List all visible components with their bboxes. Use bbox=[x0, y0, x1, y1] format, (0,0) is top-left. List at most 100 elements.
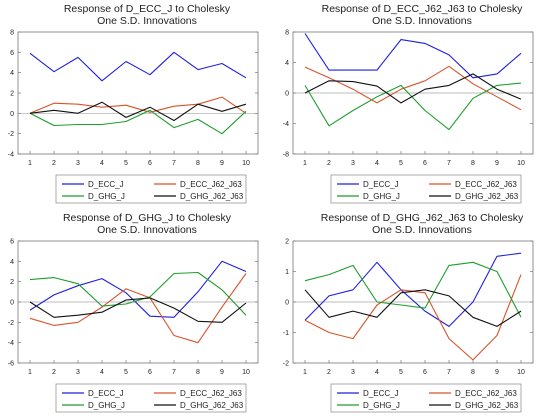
chart-panel-d-ecc-j62-j63: Response of D_ECC_J62_J63 to Cholesky On… bbox=[275, 0, 550, 209]
x-tick-label: 4 bbox=[375, 160, 379, 167]
y-tick-label: -4 bbox=[8, 152, 14, 159]
y-tick-label: 4 bbox=[285, 60, 289, 67]
y-tick-label: -6 bbox=[8, 361, 14, 368]
x-tick-label: 5 bbox=[399, 369, 403, 376]
series-line bbox=[29, 297, 247, 323]
x-tick-label: 4 bbox=[375, 369, 379, 376]
x-tick-label: 10 bbox=[242, 160, 250, 167]
legend-label: D_ECC_J bbox=[88, 180, 124, 189]
legend-label: D_ECC_J bbox=[363, 180, 399, 189]
x-tick-label: 7 bbox=[172, 160, 176, 167]
legend-label: D_GHG_J62_J63 bbox=[455, 192, 519, 201]
y-tick-label: 0 bbox=[285, 300, 289, 307]
x-tick-label: 6 bbox=[148, 369, 152, 376]
legend-box bbox=[55, 174, 247, 204]
legend-label: D_ECC_J62_J63 bbox=[455, 180, 517, 189]
line-chart: Response of D_ECC_J to Cholesky One S.D.… bbox=[8, 3, 259, 204]
series-line bbox=[29, 109, 247, 135]
y-tick-label: 8 bbox=[10, 30, 14, 37]
y-tick-label: -4 bbox=[8, 340, 14, 347]
chart-title: Response of D_GHG_J to Cholesky bbox=[63, 212, 232, 224]
x-tick-label: 1 bbox=[28, 369, 32, 376]
chart-panel-d-ecc-j: Response of D_ECC_J to Cholesky One S.D.… bbox=[0, 0, 275, 209]
x-tick-label: 4 bbox=[100, 160, 104, 167]
y-tick-label: 2 bbox=[285, 239, 289, 246]
legend-box bbox=[330, 174, 522, 204]
series-line bbox=[304, 33, 522, 79]
legend-label: D_GHG_J62_J63 bbox=[455, 401, 519, 410]
y-tick-label: 2 bbox=[10, 91, 14, 98]
x-tick-label: 8 bbox=[196, 160, 200, 167]
x-tick-label: 2 bbox=[52, 160, 56, 167]
x-tick-label: 9 bbox=[495, 160, 499, 167]
x-tick-label: 9 bbox=[220, 160, 224, 167]
x-tick-label: 1 bbox=[303, 160, 307, 167]
legend-label: D_GHG_J bbox=[88, 192, 125, 201]
x-tick-label: 8 bbox=[196, 369, 200, 376]
legend-box bbox=[55, 383, 247, 413]
x-tick-label: 3 bbox=[351, 369, 355, 376]
plot-frame bbox=[17, 31, 259, 155]
x-tick-label: 6 bbox=[148, 160, 152, 167]
series-line bbox=[304, 289, 522, 327]
y-tick-label: -2 bbox=[8, 131, 14, 138]
y-tick-label: 4 bbox=[10, 259, 14, 266]
chart-title: Response of D_GHG_J62_J63 to Cholesky bbox=[321, 212, 524, 224]
y-tick-label: 6 bbox=[10, 239, 14, 246]
x-tick-label: 7 bbox=[447, 160, 451, 167]
y-tick-label: 1 bbox=[285, 269, 289, 276]
series-line bbox=[29, 101, 247, 122]
legend-label: D_GHG_J bbox=[363, 192, 400, 201]
y-tick-label: 0 bbox=[10, 111, 14, 118]
chart-subtitle: One S.D. Innovations bbox=[97, 224, 197, 236]
series-line bbox=[29, 260, 247, 318]
y-tick-label: -1 bbox=[283, 330, 289, 337]
series-line bbox=[29, 51, 247, 82]
series-line bbox=[304, 82, 522, 131]
y-tick-label: 2 bbox=[10, 279, 14, 286]
y-tick-label: -2 bbox=[8, 320, 14, 327]
x-tick-label: 5 bbox=[124, 160, 128, 167]
series-line bbox=[304, 274, 522, 361]
y-tick-label: 0 bbox=[285, 91, 289, 98]
legend-label: D_ECC_J bbox=[363, 389, 399, 398]
series-line bbox=[29, 96, 247, 114]
legend-label: D_GHG_J62_J63 bbox=[180, 192, 244, 201]
x-tick-label: 8 bbox=[471, 369, 475, 376]
legend-label: D_GHG_J bbox=[363, 401, 400, 410]
series-line bbox=[29, 273, 247, 344]
chart-subtitle: One S.D. Innovations bbox=[372, 224, 472, 236]
series-line bbox=[304, 73, 522, 104]
y-tick-label: -4 bbox=[283, 121, 289, 128]
x-tick-label: 9 bbox=[220, 369, 224, 376]
x-tick-label: 7 bbox=[447, 369, 451, 376]
x-tick-label: 2 bbox=[327, 369, 331, 376]
x-tick-label: 10 bbox=[517, 160, 525, 167]
legend-label: D_GHG_J62_J63 bbox=[180, 401, 244, 410]
line-chart: Response of D_GHG_J62_J63 to Cholesky On… bbox=[283, 212, 534, 413]
line-chart: Response of D_ECC_J62_J63 to Cholesky On… bbox=[283, 3, 534, 204]
legend-label: D_ECC_J bbox=[88, 389, 124, 398]
y-tick-label: 6 bbox=[10, 50, 14, 57]
chart-title: Response of D_ECC_J62_J63 to Cholesky bbox=[322, 3, 524, 15]
y-tick-label: -8 bbox=[283, 152, 289, 159]
line-chart: Response of D_GHG_J to Cholesky One S.D.… bbox=[8, 212, 259, 413]
legend-label: D_ECC_J62_J63 bbox=[180, 180, 242, 189]
x-tick-label: 6 bbox=[423, 160, 427, 167]
x-tick-label: 2 bbox=[327, 160, 331, 167]
chart-subtitle: One S.D. Innovations bbox=[372, 15, 472, 27]
legend-label: D_GHG_J bbox=[88, 401, 125, 410]
x-tick-label: 10 bbox=[242, 369, 250, 376]
x-tick-label: 5 bbox=[399, 160, 403, 167]
x-tick-label: 9 bbox=[495, 369, 499, 376]
series-line bbox=[304, 261, 522, 318]
x-tick-label: 3 bbox=[76, 160, 80, 167]
series-line bbox=[304, 252, 522, 327]
x-tick-label: 3 bbox=[351, 160, 355, 167]
x-tick-label: 8 bbox=[471, 160, 475, 167]
x-tick-label: 6 bbox=[423, 369, 427, 376]
y-tick-label: 0 bbox=[10, 300, 14, 307]
x-tick-label: 4 bbox=[100, 369, 104, 376]
x-tick-label: 3 bbox=[76, 369, 80, 376]
series-line bbox=[29, 271, 247, 316]
